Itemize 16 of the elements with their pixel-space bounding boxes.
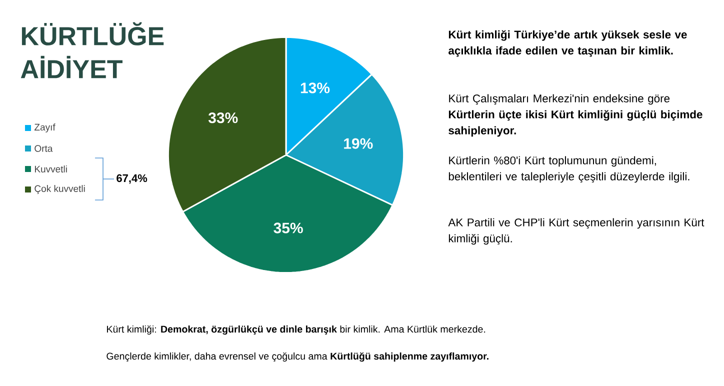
data-label: 19% (344, 138, 373, 149)
data-label: 33% (208, 112, 238, 124)
text: AK Partili ve CHP'li Kürt seçmenlerin yarısının Kürt kimliği güçlü. (448, 218, 704, 245)
text: Kürt kimliği Türkiye’de artık yüksek sesle ve açıklıkla ifade edilen ve taşınan bir kimlik. (448, 30, 687, 57)
legend-label: Çok kuvvetli (34, 185, 85, 194)
text: Kürtlerin %80'i Kürt toplumunun gündemi, beklentileri ve talepleriyle çeşitli düzeylerde ilgili. (448, 156, 690, 183)
text: Kürt Çalışmaları Merkezi'nin endeksine göre Kürtlerin üçte ikisi Kürt kimliğini güçlü biçimde sahipleniyor. (448, 94, 702, 137)
text: 67,4% (116, 174, 148, 184)
legend-label: Zayıf (34, 124, 56, 132)
legend-label: Kuvvetli (35, 166, 67, 172)
legend-label: Orta (34, 145, 53, 152)
data-label: 35% (274, 222, 303, 234)
text: Kürt kimliği: Demokrat, özgürlükçü ve dinle barışık bir kimlik. Ama Kürtlük merkezde. (107, 325, 486, 335)
data-label: 13% (300, 82, 330, 94)
text: Gençlerde kimlikler, daha evrensel ve çoğulcu ama Kürtlüğü sahiplenme zayıflamıyor. (106, 352, 488, 362)
chart-title: KÜRTLÜĞE AİDİYET (20, 22, 164, 78)
